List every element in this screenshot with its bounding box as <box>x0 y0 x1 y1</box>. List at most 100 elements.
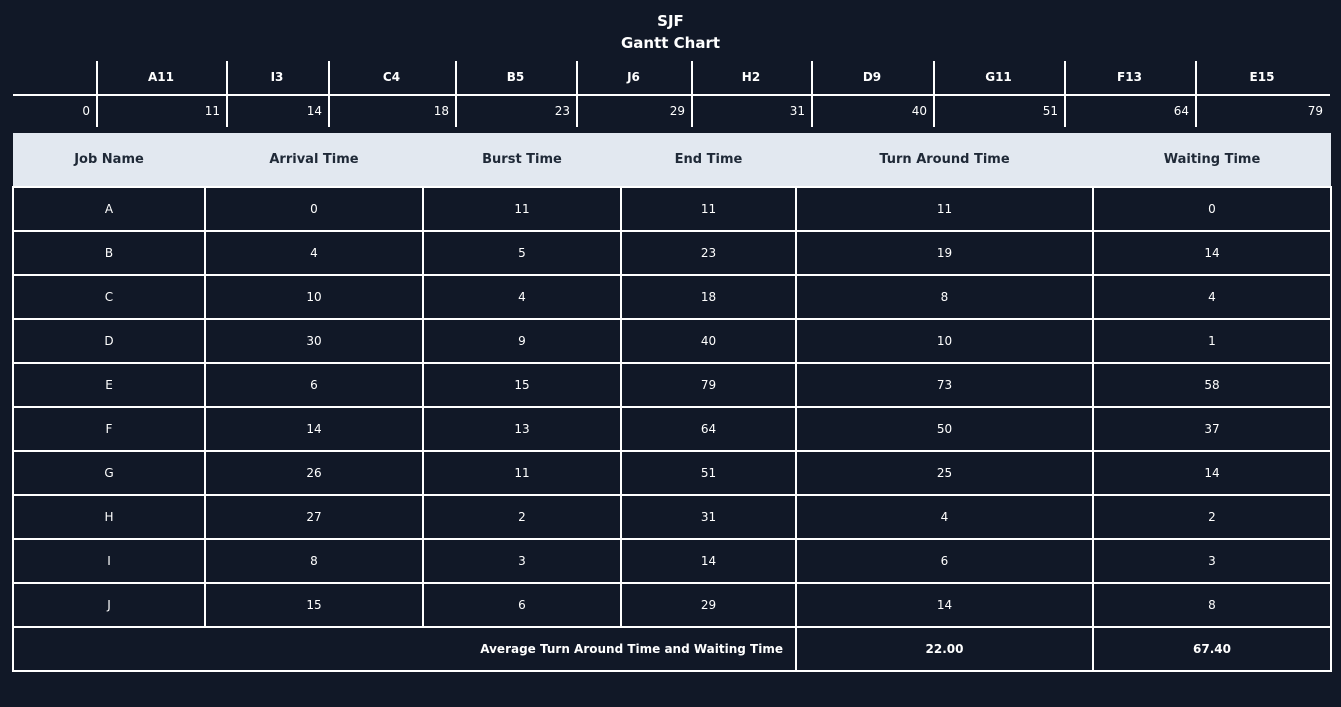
burst-time-cell: 13 <box>422 406 622 452</box>
table-row: D 30 9 40 10 1 <box>12 318 1332 364</box>
gantt-time-label: 14 <box>306 104 322 118</box>
gantt-time-label: 31 <box>789 104 805 118</box>
gantt-block-label: I3 <box>270 70 284 84</box>
gantt-axis-line <box>13 94 1330 96</box>
gantt-chart-title: Gantt Chart <box>620 34 721 52</box>
arrival-time-cell: 14 <box>204 406 424 452</box>
job-name-cell: B <box>12 230 206 276</box>
gantt-tick <box>1064 96 1066 127</box>
header-end-time: End Time <box>621 133 796 187</box>
burst-time-cell: 6 <box>422 582 622 628</box>
table-row: H 27 2 31 4 2 <box>12 494 1332 540</box>
table-row: G 26 11 51 25 14 <box>12 450 1332 496</box>
gantt-tick <box>455 96 457 127</box>
end-time-cell: 64 <box>620 406 797 452</box>
gantt-tick <box>1195 96 1197 127</box>
gantt-time-label: 11 <box>204 104 220 118</box>
gantt-divider <box>328 61 330 94</box>
gantt-time-label: 0 <box>82 104 90 118</box>
waiting-time-cell: 14 <box>1092 230 1332 276</box>
header-job-name: Job Name <box>13 133 205 187</box>
gantt-tick <box>96 96 98 127</box>
end-time-cell: 79 <box>620 362 797 408</box>
job-name-cell: G <box>12 450 206 496</box>
table-row: B 4 5 23 19 14 <box>12 230 1332 276</box>
gantt-block-label: J6 <box>627 70 640 84</box>
end-time-cell: 31 <box>620 494 797 540</box>
burst-time-cell: 3 <box>422 538 622 584</box>
waiting-time-cell: 58 <box>1092 362 1332 408</box>
end-time-cell: 40 <box>620 318 797 364</box>
end-time-cell: 11 <box>620 186 797 232</box>
job-name-cell: J <box>12 582 206 628</box>
job-name-cell: A <box>12 186 206 232</box>
turn-around-time-cell: 11 <box>795 186 1094 232</box>
gantt-divider <box>1195 61 1197 94</box>
arrival-time-cell: 10 <box>204 274 424 320</box>
gantt-tick <box>576 96 578 127</box>
gantt-block-label: F13 <box>1117 70 1142 84</box>
turn-around-time-cell: 25 <box>795 450 1094 496</box>
turn-around-time-cell: 4 <box>795 494 1094 540</box>
page-title: SJF Gantt Chart <box>0 10 1341 54</box>
end-time-cell: 29 <box>620 582 797 628</box>
header-arrival-time: Arrival Time <box>205 133 423 187</box>
job-name-cell: C <box>12 274 206 320</box>
burst-time-cell: 11 <box>422 186 622 232</box>
gantt-divider <box>576 61 578 94</box>
gantt-block-label: G11 <box>985 70 1012 84</box>
waiting-time-cell: 14 <box>1092 450 1332 496</box>
gantt-block-label: E15 <box>1249 70 1275 84</box>
waiting-time-cell: 8 <box>1092 582 1332 628</box>
burst-time-cell: 4 <box>422 274 622 320</box>
job-name-cell: I <box>12 538 206 584</box>
gantt-tick <box>226 96 228 127</box>
gantt-divider <box>96 61 98 94</box>
average-row: Average Turn Around Time and Waiting Tim… <box>12 626 1332 672</box>
gantt-divider <box>691 61 693 94</box>
waiting-time-cell: 3 <box>1092 538 1332 584</box>
average-label: Average Turn Around Time and Waiting Tim… <box>12 626 797 672</box>
header-waiting-time: Waiting Time <box>1093 133 1331 187</box>
burst-time-cell: 15 <box>422 362 622 408</box>
end-time-cell: 14 <box>620 538 797 584</box>
turn-around-time-cell: 14 <box>795 582 1094 628</box>
job-name-cell: F <box>12 406 206 452</box>
job-name-cell: D <box>12 318 206 364</box>
arrival-time-cell: 30 <box>204 318 424 364</box>
gantt-time-label: 23 <box>554 104 570 118</box>
arrival-time-cell: 27 <box>204 494 424 540</box>
turn-around-time-cell: 6 <box>795 538 1094 584</box>
gantt-block-label: H2 <box>741 70 761 84</box>
waiting-time-cell: 1 <box>1092 318 1332 364</box>
arrival-time-cell: 0 <box>204 186 424 232</box>
table-row: I 8 3 14 6 3 <box>12 538 1332 584</box>
gantt-tick <box>933 96 935 127</box>
burst-time-cell: 5 <box>422 230 622 276</box>
waiting-time-cell: 37 <box>1092 406 1332 452</box>
gantt-tick <box>691 96 693 127</box>
turn-around-time-cell: 50 <box>795 406 1094 452</box>
table-row: F 14 13 64 50 37 <box>12 406 1332 452</box>
arrival-time-cell: 8 <box>204 538 424 584</box>
gantt-tick <box>328 96 330 127</box>
turn-around-time-cell: 8 <box>795 274 1094 320</box>
waiting-time-cell: 2 <box>1092 494 1332 540</box>
arrival-time-cell: 26 <box>204 450 424 496</box>
gantt-time-label: 64 <box>1173 104 1189 118</box>
end-time-cell: 23 <box>620 230 797 276</box>
turn-around-time-cell: 10 <box>795 318 1094 364</box>
burst-time-cell: 2 <box>422 494 622 540</box>
gantt-time-label: 51 <box>1042 104 1058 118</box>
end-time-cell: 18 <box>620 274 797 320</box>
gantt-time-label: 40 <box>911 104 927 118</box>
gantt-chart: A11 I3 C4 B5 J6 H2 D9 G11 F13 E15 0 11 14 18 23 29 31 40 5… <box>0 61 1341 127</box>
table-header-row: Job Name Arrival Time Burst Time End Tim… <box>13 133 1331 187</box>
average-turnaround-value: 22.00 <box>795 626 1094 672</box>
burst-time-cell: 11 <box>422 450 622 496</box>
table-row: J 15 6 29 14 8 <box>12 582 1332 628</box>
gantt-block-label: D9 <box>862 70 882 84</box>
waiting-time-cell: 0 <box>1092 186 1332 232</box>
burst-time-cell: 9 <box>422 318 622 364</box>
gantt-block-label: A11 <box>148 70 174 84</box>
